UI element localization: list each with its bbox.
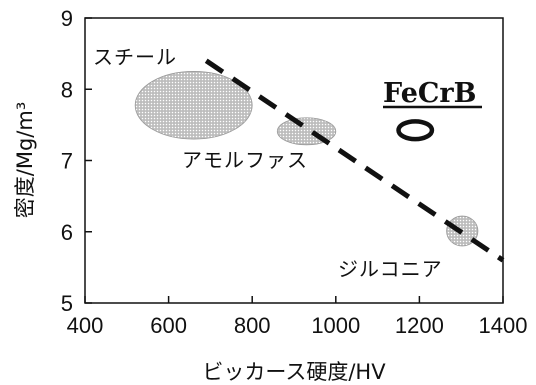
- y-tick-label: 8: [61, 77, 73, 102]
- y-tick-label: 6: [61, 220, 73, 245]
- x-axis-label: ビッカース硬度/HV: [202, 360, 386, 384]
- tick-labels: 400 600 800 1000 1200 1400 5 6 7 8 9: [61, 6, 528, 338]
- x-tick-label: 1000: [311, 313, 360, 338]
- trend-line: [204, 58, 505, 263]
- regions: [134, 71, 479, 247]
- x-tick-label: 1200: [395, 313, 444, 338]
- axis-ticks: [84, 17, 504, 304]
- y-tick-label: 9: [61, 6, 73, 31]
- x-tick-label: 800: [234, 313, 271, 338]
- y-axis-label: 密度/Mg/m³: [13, 102, 37, 218]
- x-tick-label: 600: [150, 313, 187, 338]
- x-tick-label: 1400: [479, 313, 528, 338]
- annotation-zirconia: ジルコニア: [338, 257, 443, 281]
- annotation-fecrb: FeCrB: [383, 78, 476, 109]
- y-tick-label: 7: [61, 149, 73, 174]
- x-tick-label: 400: [67, 313, 104, 338]
- y-tick-label: 5: [61, 291, 73, 316]
- annotation-steel: スチール: [93, 45, 177, 69]
- annotation-amorphous: アモルファス: [182, 148, 308, 172]
- region-fecrb-outline: [396, 119, 435, 142]
- region-material-area: [134, 71, 253, 140]
